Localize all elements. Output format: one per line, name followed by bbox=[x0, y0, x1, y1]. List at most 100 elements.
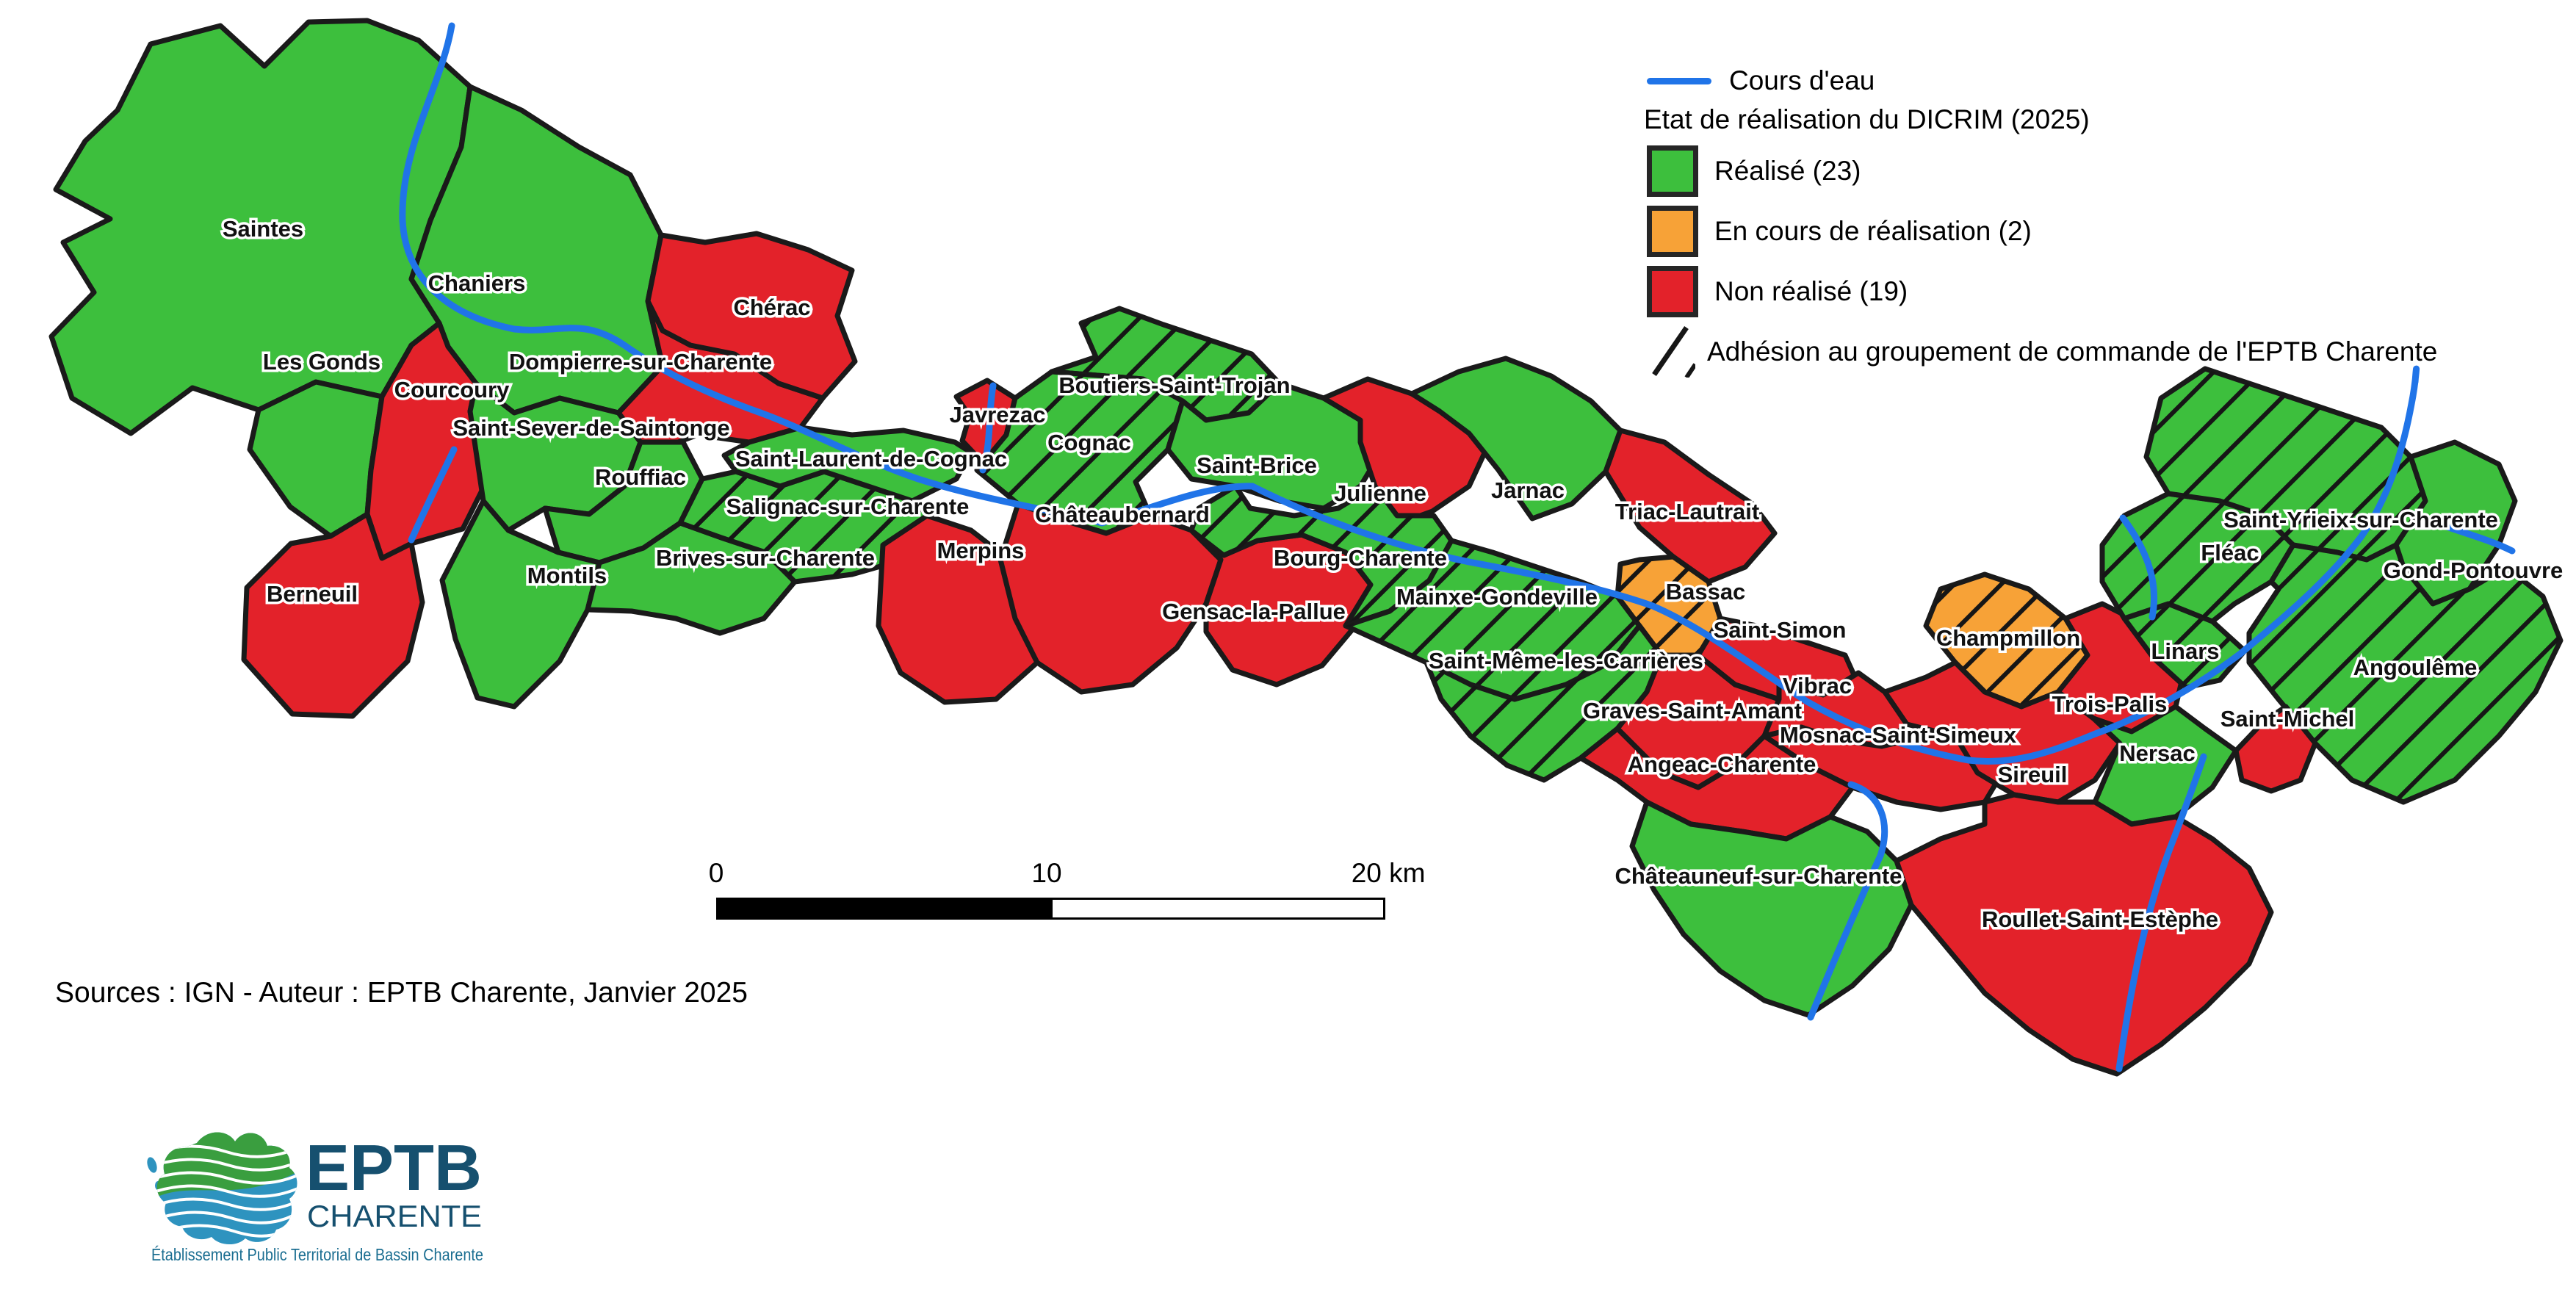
commune-label-saint-laurent-de-cognac: Saint-Laurent-de-Cognac bbox=[735, 446, 1007, 472]
commune-hatch-bourg-charente bbox=[1191, 486, 1451, 626]
legend-river-label: Cours d'eau bbox=[1729, 65, 1875, 95]
commune-label-courcoury: Courcoury bbox=[394, 377, 510, 403]
red-swatch-icon bbox=[1647, 266, 1698, 318]
commune-saint-laurent-de-cognac bbox=[721, 425, 974, 504]
commune-label-roullet-saint-estephe: Roullet-Saint-Estèphe bbox=[1982, 906, 2218, 932]
eptb-logo: EPTB CHARENTE Établissement Public Terri… bbox=[145, 1122, 491, 1277]
commune-brives-sur-charente bbox=[585, 520, 798, 636]
commune-montils bbox=[439, 498, 602, 710]
commune-label-berneuil: Berneuil bbox=[267, 581, 358, 607]
rivers-layer bbox=[399, 22, 2516, 1072]
commune-label-saint-sever-de-saintonge: Saint-Sever-de-Saintonge bbox=[452, 415, 729, 441]
commune-triac-lautrait bbox=[1603, 427, 1778, 585]
commune-label-merpins: Merpins bbox=[937, 538, 1025, 563]
commune-label-julienne: Julienne bbox=[1334, 480, 1426, 506]
legend-item-en-cours: En cours de réalisation (2) bbox=[1644, 206, 2437, 258]
commune-label-saint-brice: Saint-Brice bbox=[1197, 452, 1317, 478]
logo-subname-text: CHARENTE bbox=[307, 1199, 482, 1233]
commune-label-angeac-charente: Angeac-Charente bbox=[1628, 751, 1816, 777]
commune-label-rouffiac: Rouffiac bbox=[595, 464, 686, 490]
commune-roullet-saint-estephe bbox=[1894, 792, 2274, 1077]
commune-label-saint-simon: Saint-Simon bbox=[1714, 617, 1847, 643]
commune-label-cherac: Chérac bbox=[733, 295, 810, 320]
legend-item-non-realise: Non réalisé (19) bbox=[1644, 266, 2437, 318]
legend-item-label: Réalisé (23) bbox=[1714, 156, 1861, 187]
commune-saint-michel bbox=[2233, 704, 2318, 794]
commune-label-linars: Linars bbox=[2151, 638, 2219, 664]
scalebar-bar-filled-half bbox=[718, 900, 1051, 917]
commune-label-sireuil: Sireuil bbox=[1998, 762, 2068, 787]
commune-chateauneuf-sur-charente bbox=[1629, 799, 1914, 1018]
commune-label-mainxe-gondeville: Mainxe-Gondeville bbox=[1396, 584, 1598, 610]
river-touvre bbox=[2411, 511, 2516, 555]
green-swatch-icon bbox=[1647, 145, 1698, 198]
commune-label-saint-meme-les-carrieres: Saint-Même-les-Carrières bbox=[1429, 648, 1703, 674]
commune-nersac bbox=[2090, 704, 2239, 827]
commune-label-montils: Montils bbox=[527, 563, 607, 588]
commune-label-mosnac-saint-simeux: Mosnac-Saint-Simeux bbox=[1780, 722, 2017, 748]
commune-label-chaniers: Chaniers bbox=[428, 270, 526, 296]
commune-label-graves-saint-amant: Graves-Saint-Amant bbox=[1583, 698, 1802, 724]
commune-label-dompierre-sur-charente: Dompierre-sur-Charente bbox=[509, 349, 772, 375]
legend-title: Etat de réalisation du DICRIM (2025) bbox=[1644, 104, 2090, 135]
eptb-logo-graphic: EPTB CHARENTE Établissement Public Terri… bbox=[147, 1131, 483, 1264]
legend-item-label: En cours de réalisation (2) bbox=[1714, 216, 2032, 247]
commune-les-gonds bbox=[247, 379, 385, 539]
hatch-swatch-icon bbox=[1652, 326, 1695, 378]
logo-basin-icon bbox=[156, 1132, 297, 1245]
scalebar: 0 10 20 km bbox=[709, 858, 1425, 924]
commune-label-salignac-sur-charente: Salignac-sur-Charente bbox=[726, 494, 970, 519]
commune-label-gond-pontouvre: Gond-Pontouvre bbox=[2384, 558, 2564, 583]
commune-hatch-cognac bbox=[977, 372, 1183, 533]
legend-hatch-row: Adhésion au groupement de commande de l'… bbox=[1644, 326, 2437, 378]
commune-label-saintes: Saintes bbox=[223, 216, 303, 242]
river-line-icon bbox=[1647, 77, 1711, 84]
legend: Cours d'eau Etat de réalisation du DICRI… bbox=[1644, 65, 2437, 382]
commune-label-chateauneuf-sur-charente: Châteauneuf-sur-Charente bbox=[1615, 863, 1902, 889]
sources-text: Sources : IGN - Auteur : EPTB Charente, … bbox=[55, 977, 748, 1009]
commune-berneuil bbox=[241, 511, 425, 719]
commune-label-cognac: Cognac bbox=[1047, 430, 1131, 455]
commune-label-gensac-la-pallue: Gensac-la-Pallue bbox=[1162, 599, 1346, 624]
commune-label-les-gonds: Les Gonds bbox=[263, 349, 380, 375]
commune-label-javrezac: Javrezac bbox=[949, 402, 1045, 427]
commune-hatch-saint-yrieix-sur-charente bbox=[2146, 369, 2425, 560]
scalebar-bar bbox=[716, 898, 1385, 920]
commune-chateaubernard bbox=[997, 501, 1224, 695]
commune-label-brives-sur-charente: Brives-sur-Charente bbox=[656, 545, 875, 571]
legend-item-label: Non réalisé (19) bbox=[1714, 276, 1908, 307]
commune-label-bourg-charente: Bourg-Charente bbox=[1274, 545, 1447, 571]
commune-label-fleac: Fléac bbox=[2201, 540, 2259, 566]
commune-label-saint-michel: Saint-Michel bbox=[2220, 706, 2355, 732]
commune-label-nersac: Nersac bbox=[2119, 740, 2195, 766]
commune-hatch-boutiers-saint-trojan bbox=[1052, 309, 1280, 420]
legend-item-realise: Réalisé (23) bbox=[1644, 145, 2437, 198]
logo-island-icon bbox=[147, 1157, 157, 1173]
commune-cherac bbox=[645, 231, 858, 401]
river-nouere bbox=[2119, 514, 2158, 621]
river-ne bbox=[1807, 781, 1888, 1021]
river-charente bbox=[399, 22, 2420, 765]
legend-hatch-label: Adhésion au groupement de commande de l'… bbox=[1707, 336, 2438, 367]
commune-label-bassac: Bassac bbox=[1666, 579, 1746, 605]
commune-labels-layer: Saintes Chaniers Les Gonds CourcouryDompier… bbox=[220, 214, 2565, 935]
commune-label-triac-lautrait: Triac-Lautrait bbox=[1615, 499, 1759, 524]
river-antenne bbox=[979, 382, 997, 474]
river-boeme bbox=[2115, 753, 2207, 1072]
logo-name-text: EPTB bbox=[306, 1131, 482, 1204]
commune-label-trois-palis: Trois-Palis bbox=[2052, 691, 2168, 717]
scalebar-tick-0: 0 bbox=[708, 858, 724, 888]
scalebar-tick-20km: 20 km bbox=[1351, 858, 1426, 888]
commune-label-jarnac: Jarnac bbox=[1491, 477, 1565, 503]
scalebar-bar-divider bbox=[1050, 900, 1053, 917]
commune-hatch-fleac bbox=[2102, 494, 2293, 621]
commune-label-chateaubernard: Châteaubernard bbox=[1035, 502, 1210, 527]
commune-label-angouleme: Angoulême bbox=[2353, 654, 2478, 680]
commune-label-boutiers-saint-trojan: Boutiers-Saint-Trojan bbox=[1058, 372, 1290, 398]
logo-tagline-text: Établissement Public Territorial de Bass… bbox=[151, 1245, 483, 1264]
commune-hatch-saint-meme-les-carrieres bbox=[1426, 626, 1662, 780]
commune-hatch-salignac-sur-charente bbox=[680, 472, 937, 582]
commune-hatch-linars bbox=[2124, 604, 2245, 688]
